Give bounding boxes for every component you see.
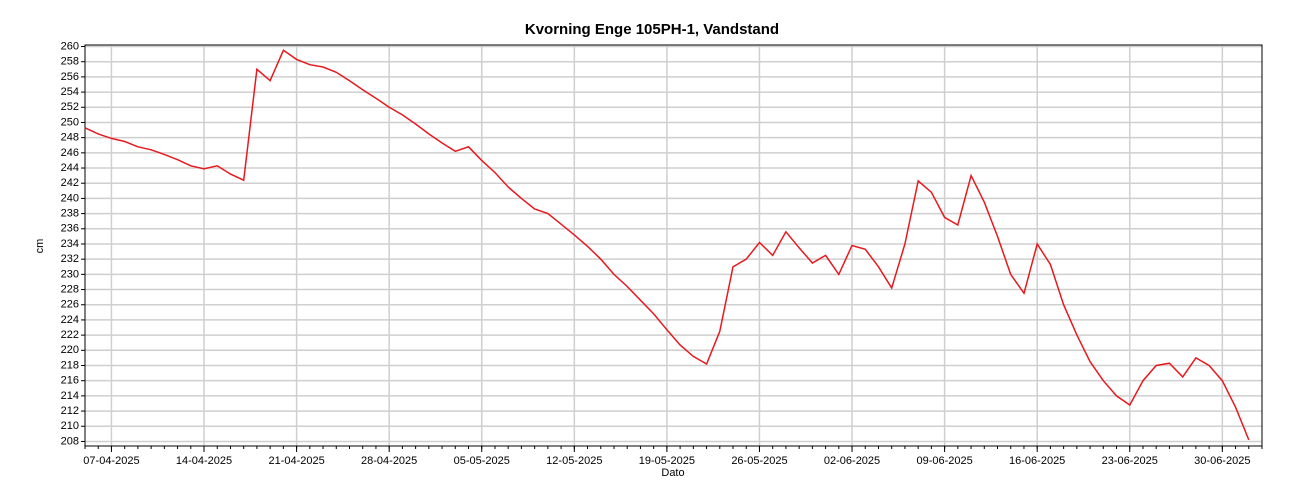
x-tick-label: 23-06-2025 — [1102, 455, 1158, 467]
x-tick-label: 14-04-2025 — [176, 455, 232, 467]
x-tick-label: 02-06-2025 — [824, 455, 880, 467]
y-tick-label: 218 — [61, 359, 79, 371]
data-line — [84, 49, 1250, 441]
y-tick-label: 236 — [61, 223, 79, 235]
y-tick-label: 224 — [61, 314, 79, 326]
y-tick-label: 212 — [61, 405, 79, 417]
y-tick-label: 242 — [61, 177, 79, 189]
x-tick-label: 07-04-2025 — [83, 455, 139, 467]
y-tick-label: 254 — [61, 86, 79, 98]
y-tick-label: 250 — [61, 116, 79, 128]
y-tick-label: 248 — [61, 132, 79, 144]
x-tick-label: 05-05-2025 — [454, 455, 510, 467]
y-tick-label: 252 — [61, 101, 79, 113]
y-tick-label: 216 — [61, 375, 79, 387]
x-tick-label: 12-05-2025 — [546, 455, 602, 467]
x-tick-label: 28-04-2025 — [361, 455, 417, 467]
x-axis-label: Dato — [661, 467, 684, 479]
y-tick-label: 234 — [61, 238, 79, 250]
y-tick-label: 240 — [61, 192, 79, 204]
y-tick-label: 246 — [61, 147, 79, 159]
x-tick-label: 26-05-2025 — [731, 455, 787, 467]
chart-title: Kvorning Enge 105PH-1, Vandstand — [525, 21, 779, 38]
x-tick-label: 21-04-2025 — [268, 455, 324, 467]
x-tick-label: 09-06-2025 — [916, 455, 972, 467]
y-tick-label: 230 — [61, 268, 79, 280]
x-tick-label: 19-05-2025 — [639, 455, 695, 467]
y-tick-label: 238 — [61, 208, 79, 220]
y-axis-label: cm — [34, 239, 46, 254]
y-tick-label: 256 — [61, 71, 79, 83]
y-tick-label: 214 — [61, 390, 79, 402]
y-tick-label: 226 — [61, 299, 79, 311]
y-tick-label: 210 — [61, 420, 79, 432]
y-tick-label: 244 — [61, 162, 79, 174]
y-tick-label: 220 — [61, 344, 79, 356]
y-tick-label: 232 — [61, 253, 79, 265]
y-tick-label: 222 — [61, 329, 79, 341]
x-tick-label: 30-06-2025 — [1194, 455, 1250, 467]
plot-frame — [84, 44, 1263, 447]
y-tick-label: 258 — [61, 56, 79, 68]
y-tick-label: 208 — [61, 435, 79, 447]
x-tick-label: 16-06-2025 — [1009, 455, 1065, 467]
y-tick-label: 260 — [61, 40, 79, 52]
y-tick-label: 228 — [61, 283, 79, 295]
